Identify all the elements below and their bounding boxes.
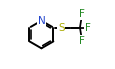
Text: F: F (84, 23, 90, 33)
Text: F: F (78, 36, 84, 46)
Text: S: S (58, 23, 64, 33)
Text: N: N (37, 16, 45, 26)
Text: F: F (78, 10, 84, 19)
